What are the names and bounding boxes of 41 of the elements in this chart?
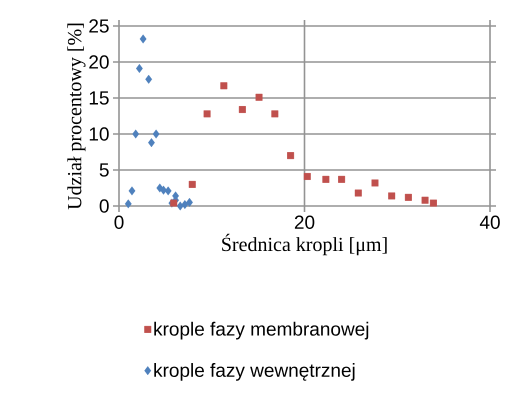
point [238, 106, 246, 114]
y-tick-label: 25 [89, 19, 109, 33]
x-tick-label: 20 [294, 216, 314, 229]
point [304, 172, 311, 180]
point [164, 186, 172, 196]
point [271, 110, 278, 118]
point [256, 94, 263, 101]
y-tick-label: 5 [100, 163, 109, 177]
point [287, 152, 294, 160]
y-tick-label: 10 [90, 127, 109, 141]
point [152, 130, 160, 138]
point [404, 194, 412, 201]
point [128, 186, 136, 196]
point [181, 200, 188, 210]
y-axis-title: Udział procentowy [%] [67, 24, 86, 210]
legend-label: krople fazy membranowej [154, 322, 368, 340]
point [140, 34, 147, 44]
point [132, 130, 140, 138]
point [220, 82, 228, 90]
point [186, 198, 193, 207]
point [204, 110, 211, 118]
y-tick-label: 15 [90, 91, 109, 105]
point [188, 180, 196, 188]
point [422, 196, 429, 204]
point [176, 202, 184, 210]
legend-label: krople fazy wewnętrznej [154, 363, 354, 381]
x-tick-label: 40 [480, 216, 500, 229]
point [371, 179, 378, 186]
point [322, 176, 330, 183]
point [124, 199, 132, 208]
point [430, 200, 437, 207]
point [145, 74, 152, 84]
y-tick-label: 20 [89, 55, 109, 69]
point [136, 64, 143, 73]
point [338, 176, 346, 183]
x-tick-label: 0 [114, 216, 124, 229]
y-tick-label: 0 [100, 199, 109, 213]
point [354, 190, 362, 197]
x-axis-title: Średnica kropli [μm] [222, 234, 387, 256]
point [148, 138, 155, 148]
point [388, 192, 396, 200]
